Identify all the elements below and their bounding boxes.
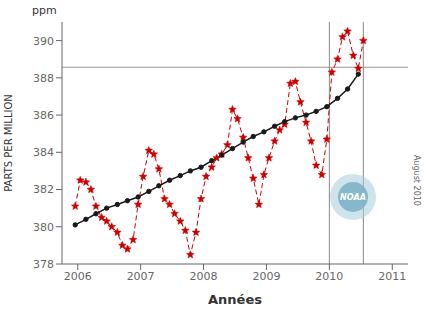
svg-text:2008: 2008 xyxy=(190,270,218,283)
svg-text:390: 390 xyxy=(33,35,54,48)
svg-text:2007: 2007 xyxy=(127,270,155,283)
svg-text:Années: Années xyxy=(208,292,262,307)
svg-text:380: 380 xyxy=(33,221,54,234)
html-text:ppm: ppm xyxy=(32,4,57,17)
html-text:NOAA: NOAA xyxy=(340,192,366,202)
svg-text:378: 378 xyxy=(33,258,54,271)
svg-text:2009: 2009 xyxy=(252,270,280,283)
svg-text:2006: 2006 xyxy=(64,270,92,283)
svg-text:384: 384 xyxy=(33,146,54,159)
svg-text:386: 386 xyxy=(33,109,54,122)
svg-text:2010: 2010 xyxy=(315,270,343,283)
svg-text:2011: 2011 xyxy=(378,270,406,283)
svg-text:382: 382 xyxy=(33,183,54,196)
html-text:August 2010: August 2010 xyxy=(412,155,421,206)
svg-text:PARTS PER MILLION: PARTS PER MILLION xyxy=(8,94,14,192)
svg-text:388: 388 xyxy=(33,72,54,85)
